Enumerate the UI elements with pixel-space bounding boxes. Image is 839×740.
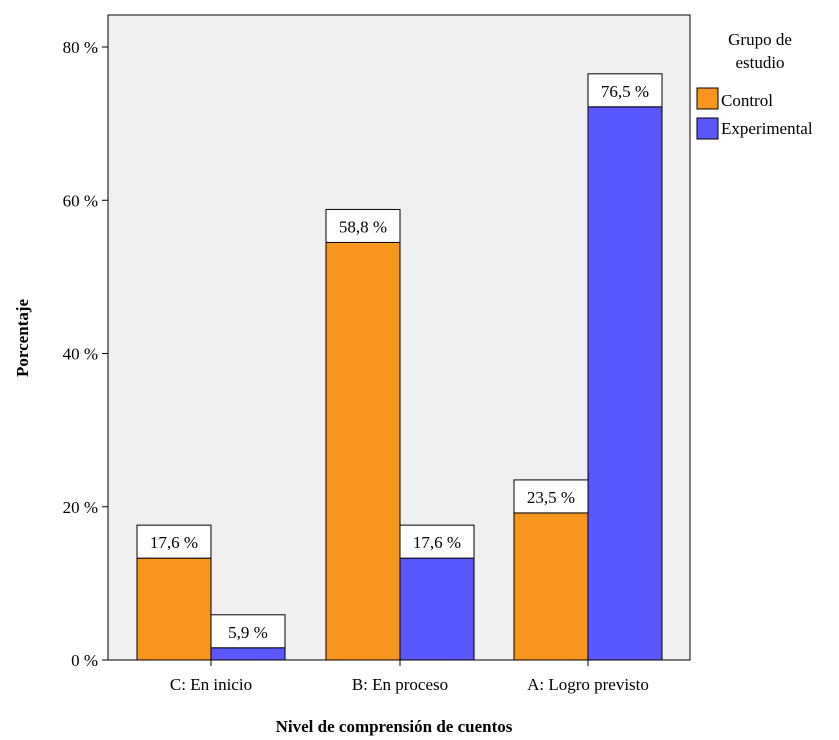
bar-experimental-2: [587, 106, 663, 661]
bar-experimental-0: [210, 647, 286, 661]
y-axis: 0 % 20 % 40 % 60 % 80 %: [63, 38, 108, 670]
data-label: 17,6 %: [150, 533, 198, 552]
legend-label-control: Control: [721, 91, 773, 110]
legend-label-experimental: Experimental: [721, 119, 813, 138]
y-tick-label: 20 %: [63, 498, 98, 517]
data-label: 76,5 %: [601, 82, 649, 101]
data-label-box: [587, 73, 663, 108]
x-tick-label: A: Logro previsto: [527, 675, 649, 694]
y-tick-label: 60 %: [63, 191, 98, 210]
bar-control-1: [325, 241, 401, 661]
y-axis-title: Porcentaje: [13, 299, 32, 377]
y-tick-label: 0 %: [71, 651, 98, 670]
bar-control-0: [136, 557, 212, 661]
data-label: 5,9 %: [228, 623, 268, 642]
data-labels: 17,6 % 5,9 % 58,8 % 17,6 % 23,5 % 76,5 %: [136, 73, 663, 649]
data-label-box: [136, 524, 212, 559]
legend-swatch-experimental: [696, 117, 719, 140]
bar-experimental-1: [399, 557, 475, 661]
y-tick-label: 40 %: [63, 345, 98, 364]
legend: Grupo de estudio Control Experimental: [696, 30, 813, 140]
x-tick-label: C: En inicio: [170, 675, 252, 694]
data-label-box: [325, 208, 401, 243]
x-axis-title: Nivel de comprensión de cuentos: [276, 717, 513, 736]
y-tick-label: 80 %: [63, 38, 98, 57]
data-label-box: [513, 479, 589, 514]
bars: [136, 106, 663, 661]
data-label: 17,6 %: [413, 533, 461, 552]
legend-swatch-control: [696, 87, 719, 110]
data-label-box: [210, 614, 286, 649]
x-tick-label: B: En proceso: [352, 675, 448, 694]
legend-title-line-2: estudio: [735, 53, 784, 72]
bar-control-2: [513, 512, 589, 661]
data-label: 23,5 %: [527, 488, 575, 507]
x-axis: C: En inicio B: En proceso A: Logro previs…: [170, 660, 649, 694]
data-label: 58,8 %: [339, 217, 387, 236]
legend-title-line-1: Grupo de: [728, 30, 792, 49]
data-label-box: [399, 524, 475, 559]
